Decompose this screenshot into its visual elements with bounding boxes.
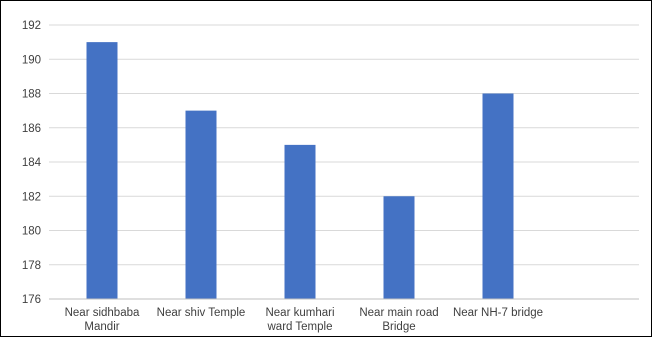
y-tick-label: 180 <box>22 226 41 238</box>
y-tick-label: 184 <box>22 157 42 169</box>
y-tick-labels: 176 178 180 182 184 186 188 190 192 <box>22 20 42 306</box>
x-category-label: Near NH-7 bridge <box>453 307 543 319</box>
x-category-label: Near kumhari ward Temple <box>265 307 334 333</box>
y-tick-label: 176 <box>22 294 41 306</box>
bars <box>86 42 514 299</box>
bar-2 <box>185 110 217 299</box>
y-tick-label: 186 <box>22 123 41 135</box>
y-tick-label: 178 <box>22 260 41 272</box>
bar-5 <box>482 93 514 299</box>
y-tick-label: 190 <box>22 54 41 66</box>
y-tick-label: 188 <box>22 89 41 101</box>
x-category-label: Near main road Bridge <box>359 307 438 333</box>
gridlines <box>49 24 639 266</box>
x-category-label: Near shiv Temple <box>157 307 246 319</box>
x-category-labels: Near sidhbaba Mandir Near shiv Temple Near … <box>65 307 543 333</box>
y-tick-label: 192 <box>22 20 41 32</box>
bar-4 <box>383 196 415 299</box>
bar-1 <box>86 42 118 299</box>
y-tick-label: 182 <box>22 191 41 203</box>
x-category-label: Near sidhbaba Mandir <box>65 307 140 333</box>
bar-3 <box>284 144 316 299</box>
